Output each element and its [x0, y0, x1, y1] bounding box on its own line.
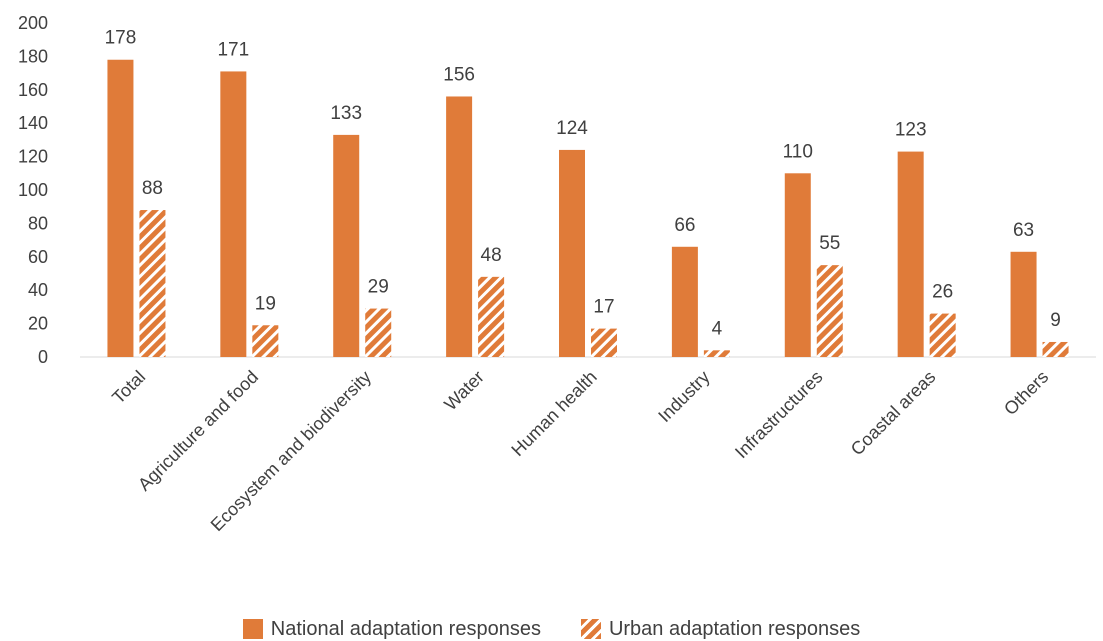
bar-urban: [591, 328, 617, 357]
data-label: 123: [895, 120, 927, 141]
y-tick-label: 0: [38, 347, 48, 367]
legend-swatch-national: [242, 619, 263, 639]
bar-urban: [478, 276, 505, 357]
legend-label-national: National adaptation responses: [270, 617, 541, 640]
y-tick-label: 40: [28, 280, 48, 300]
data-label: 171: [217, 39, 249, 60]
category-label: Agriculture and food: [134, 367, 262, 495]
y-tick-label: 80: [28, 213, 48, 233]
legend-item-urban: Urban adaptation responses: [580, 617, 861, 641]
bar-urban: [139, 210, 166, 357]
data-label: 29: [368, 277, 389, 298]
bar-urban: [703, 350, 730, 357]
data-label: 66: [674, 215, 695, 236]
data-label: 17: [593, 297, 614, 318]
y-axis-ticks: 0 20 40 60 80 100 120 140 160 180 200: [18, 13, 48, 367]
category-label: Infrastructures: [731, 367, 826, 462]
legend: National adaptation responses Urban adap…: [0, 617, 1103, 641]
data-label: 156: [443, 64, 475, 85]
category-label: Human health: [507, 367, 600, 460]
data-label: 124: [556, 118, 588, 139]
bar-national: [784, 173, 811, 357]
category-label: Total: [108, 367, 149, 408]
bar-national: [1010, 251, 1037, 357]
y-tick-label: 20: [28, 314, 48, 334]
category-label: Others: [1000, 367, 1052, 419]
data-label: 63: [1013, 220, 1034, 241]
y-tick-label: 180: [18, 46, 48, 66]
data-label: 26: [932, 282, 953, 303]
category-label: Coastal areas: [847, 367, 940, 460]
bar-national: [220, 71, 247, 358]
bar-urban: [816, 265, 843, 357]
y-tick-label: 140: [18, 113, 48, 133]
data-label: 133: [330, 103, 362, 124]
data-label: 110: [783, 141, 813, 162]
bar-urban: [929, 313, 956, 357]
data-label: 9: [1050, 310, 1061, 331]
bar-urban: [252, 325, 279, 357]
data-label: 4: [712, 318, 723, 339]
category-label: Industry: [654, 367, 713, 426]
bar-national: [446, 96, 473, 357]
y-tick-label: 100: [18, 180, 48, 200]
bar-national: [559, 149, 585, 357]
bar-national: [671, 246, 698, 357]
y-tick-label: 200: [18, 13, 48, 33]
bars-group: 178 88 171 19 133 29 156 48 124 17 66 4 110 55 123 26 63…: [105, 28, 1069, 358]
legend-item-national: National adaptation responses: [242, 617, 541, 641]
bar-national: [107, 59, 134, 358]
bar-urban: [1042, 341, 1069, 357]
bar-national: [333, 134, 360, 357]
y-tick-label: 160: [18, 80, 48, 100]
bar-national: [897, 151, 924, 357]
y-tick-label: 120: [18, 147, 48, 167]
data-label: 48: [481, 245, 502, 266]
legend-label-urban: Urban adaptation responses: [608, 617, 861, 640]
category-label: Water: [440, 367, 488, 415]
data-label: 178: [105, 28, 137, 49]
data-label: 19: [255, 293, 276, 314]
data-label: 55: [819, 233, 840, 254]
bar-urban: [365, 308, 392, 357]
data-label: 88: [142, 178, 163, 199]
legend-swatch-urban: [580, 619, 601, 639]
y-tick-label: 60: [28, 247, 48, 267]
